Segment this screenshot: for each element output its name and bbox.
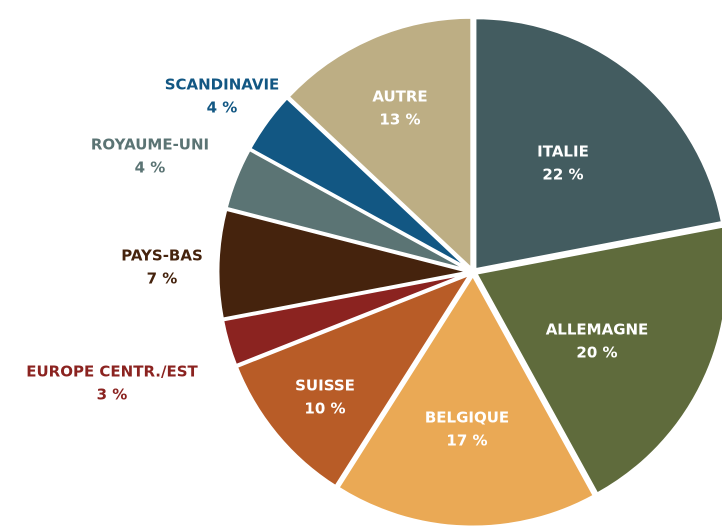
- slice-label: AUTRE: [372, 88, 427, 106]
- slice-label: SCANDINAVIE: [165, 76, 280, 94]
- value-label: 17 %: [446, 432, 487, 450]
- slice-label: PAYS-BAS: [121, 247, 203, 265]
- value-label: 13 %: [379, 111, 420, 129]
- value-label: 4 %: [135, 159, 166, 177]
- pie-slice: [285, 15, 474, 273]
- value-label: 7 %: [147, 270, 178, 288]
- value-label: 20 %: [576, 344, 617, 362]
- slice-label: EUROPE CENTR./EST: [26, 363, 198, 381]
- value-label: 10 %: [304, 400, 345, 418]
- pie-slice: [234, 270, 475, 489]
- slice-label: BELGIQUE: [425, 409, 509, 427]
- pie-slice: [216, 207, 471, 321]
- pie-slice: [335, 272, 597, 529]
- slice-label: SUISSE: [295, 377, 355, 395]
- value-label: 4 %: [207, 99, 238, 117]
- pie-slice: [473, 224, 722, 497]
- slice-label: ALLEMAGNE: [546, 321, 649, 339]
- pie-slice: [247, 95, 472, 272]
- pie-slice: [473, 16, 722, 272]
- value-label: 22 %: [542, 166, 583, 184]
- slice-label: ROYAUME-UNI: [91, 136, 209, 154]
- slice-label: ITALIE: [537, 143, 589, 161]
- value-label: 3 %: [97, 386, 128, 404]
